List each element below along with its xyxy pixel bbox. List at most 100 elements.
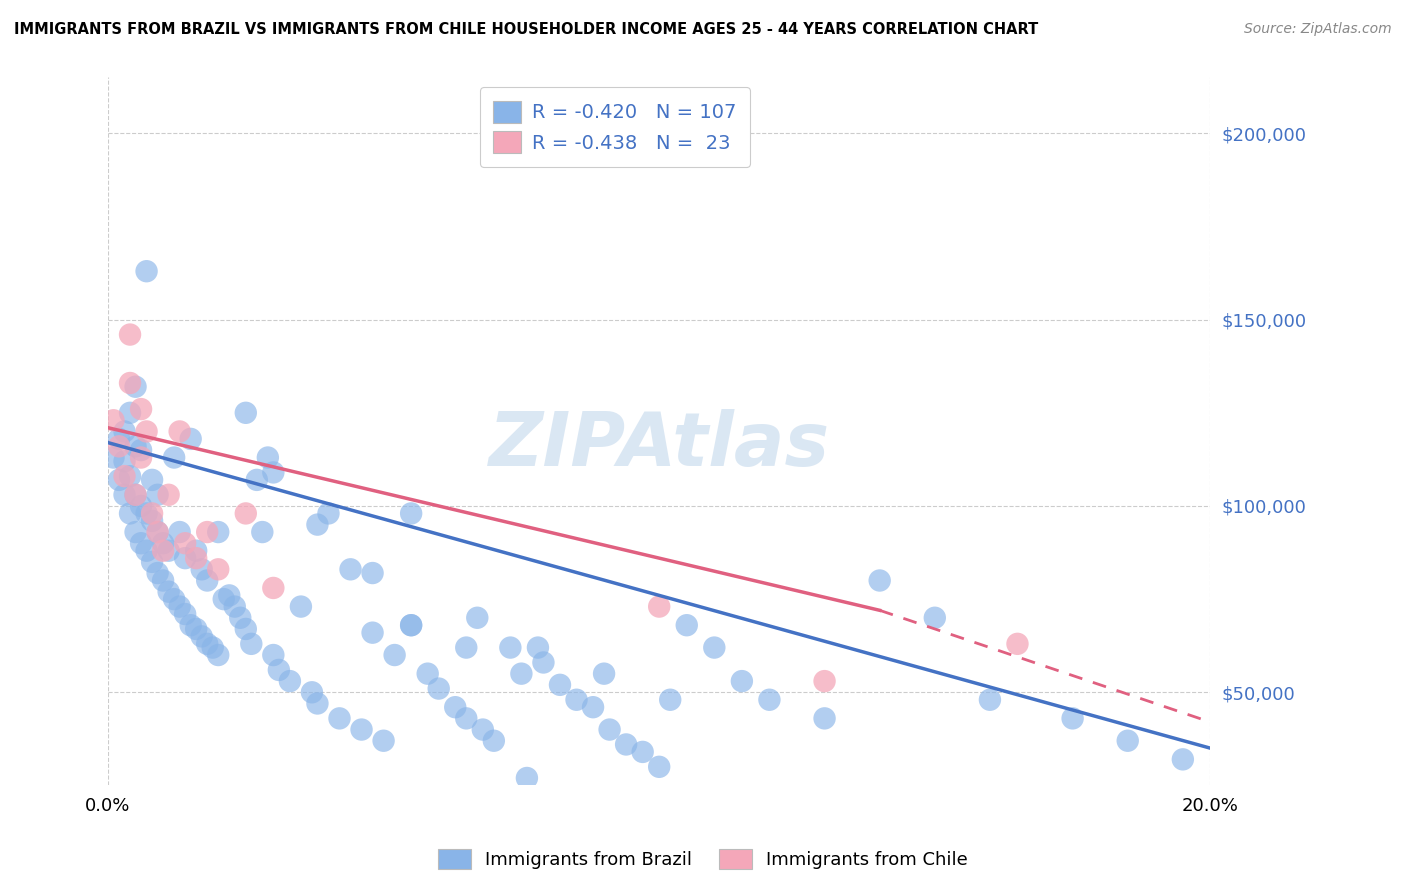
Point [731,674,754,689]
Point [307,697,329,711]
Point [169,599,191,614]
Point [135,425,157,439]
Point [1062,711,1084,725]
Point [614,738,637,752]
Point [631,745,654,759]
Point [118,469,141,483]
Point [114,425,136,439]
Point [141,507,163,521]
Point [195,524,218,539]
Point [118,406,141,420]
Point [482,733,505,747]
Point [114,488,136,502]
Point [124,524,146,539]
Point [262,648,284,662]
Point [339,562,361,576]
Text: Source: ZipAtlas.com: Source: ZipAtlas.com [1244,22,1392,37]
Point [648,599,671,614]
Point [399,507,422,521]
Point [924,611,946,625]
Point [152,543,174,558]
Point [235,622,257,636]
Point [235,406,257,420]
Point [146,488,169,502]
Point [190,562,212,576]
Point [135,507,157,521]
Point [207,648,229,662]
Point [599,723,621,737]
Point [157,584,180,599]
Point [703,640,725,655]
Point [124,488,146,502]
Point [350,723,373,737]
Point [399,618,422,632]
Point [659,692,682,706]
Point [444,700,467,714]
Point [256,450,278,465]
Point [471,723,494,737]
Point [157,543,180,558]
Point [129,536,152,550]
Point [157,488,180,502]
Point [174,551,197,566]
Point [307,517,329,532]
Point [427,681,450,696]
Point [516,771,538,785]
Point [114,454,136,468]
Point [186,551,208,566]
Point [174,607,197,621]
Point [195,637,218,651]
Point [129,402,152,417]
Point [207,524,229,539]
Point [675,618,697,632]
Text: ZIPAtlas: ZIPAtlas [489,409,830,482]
Point [262,581,284,595]
Point [146,566,169,580]
Point [252,524,274,539]
Point [813,711,835,725]
Point [124,439,146,453]
Point [510,666,533,681]
Point [212,592,235,607]
Point [813,674,835,689]
Point [118,376,141,390]
Point [190,629,212,643]
Point [129,450,152,465]
Point [141,514,163,528]
Point [195,574,218,588]
Point [124,380,146,394]
Point [118,507,141,521]
Point [1171,752,1194,766]
Point [163,450,186,465]
Point [267,663,290,677]
Point [135,264,157,278]
Point [174,536,197,550]
Point [240,637,263,651]
Point [328,711,350,725]
Point [384,648,406,662]
Point [108,473,131,487]
Point [533,656,555,670]
Point [169,524,191,539]
Point [278,674,301,689]
Point [318,507,340,521]
Point [152,536,174,550]
Point [499,640,522,655]
Point [548,678,571,692]
Point [146,524,169,539]
Point [290,599,312,614]
Point [114,469,136,483]
Point [456,640,478,655]
Point [169,425,191,439]
Point [201,640,224,655]
Point [129,443,152,458]
Legend: Immigrants from Brazil, Immigrants from Chile: Immigrants from Brazil, Immigrants from … [429,839,977,879]
Point [207,562,229,576]
Point [361,566,384,580]
Point [869,574,891,588]
Point [186,622,208,636]
Point [218,588,240,602]
Point [152,574,174,588]
Point [124,488,146,502]
Point [301,685,323,699]
